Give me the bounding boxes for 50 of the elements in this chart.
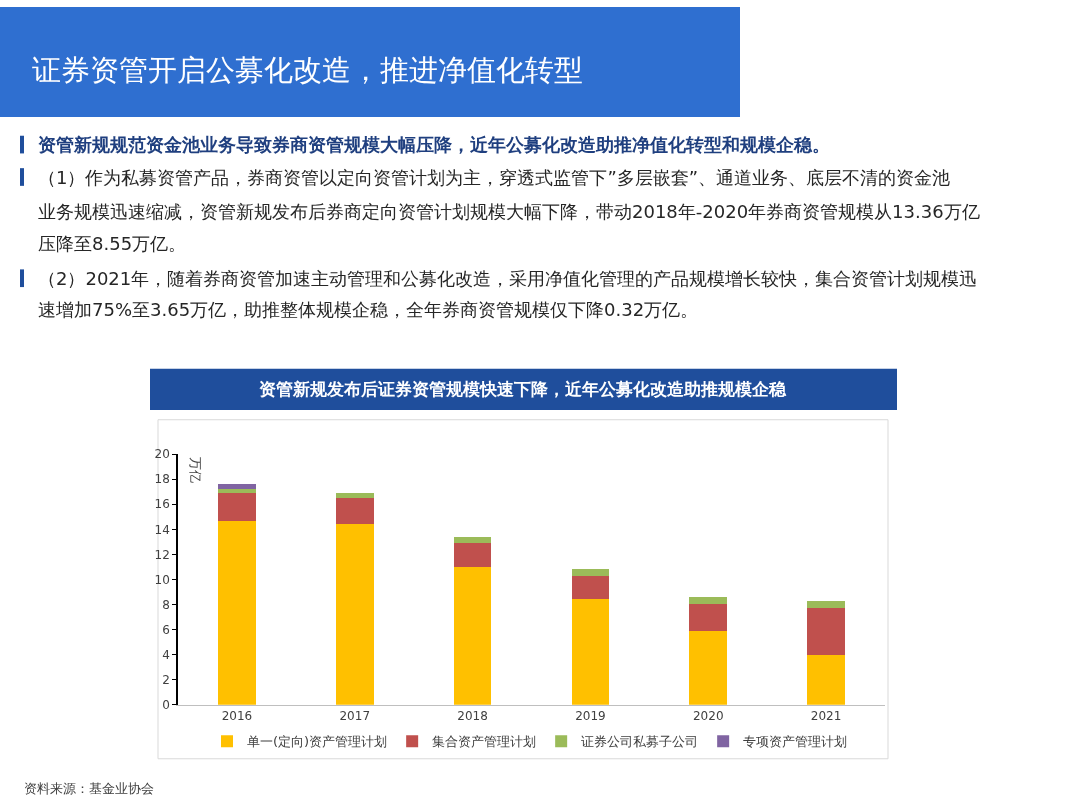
y-tick-label: 2 [162, 672, 170, 687]
text: 速增加75%至3.65万亿，助推整体规模企稳，全年券商资管规模仅下降0.32万亿。 [38, 299, 699, 320]
bar [453, 543, 492, 567]
y-axis-title: 万亿 [187, 456, 203, 483]
chart-title: 证券资管开启公募化改造，推进净值化转型 [32, 53, 583, 87]
bar [807, 608, 845, 655]
bar [218, 520, 256, 705]
x-tick-label: 2020 [692, 709, 724, 724]
text: 资料来源：基金业协会 [24, 781, 154, 796]
text: （2）2021年，随着券商资管加速主动管理和公募化改造，采用净值化管理的产品规模增长较快，集合资管计划规模迅 [38, 268, 978, 289]
x-tick-label: 2019 [575, 709, 606, 724]
bar [689, 604, 728, 631]
bar [571, 569, 610, 576]
x-tick-label: 2017 [339, 709, 371, 724]
bar [689, 596, 728, 605]
y-tick-label: 4 [162, 647, 170, 662]
bar [807, 600, 845, 609]
y-tick-label: 0 [162, 697, 170, 712]
legend-label: 集合资产管理计划 [432, 734, 537, 750]
bar [335, 524, 374, 705]
legend-label: 单一(定向)资产管理计划 [247, 734, 388, 750]
bar [571, 599, 610, 705]
text: 资管新规规范资金池业务导致券商资管规模大幅压降，近年公募化改造助推净值化转型和规模企稳。 [38, 134, 830, 155]
x-tick-label: 2018 [457, 709, 488, 724]
bar [453, 566, 492, 705]
bar [453, 536, 492, 544]
text: 业务规模迅速缩减，资管新规发布后券商定向资管计划规模大幅下降，带动2018年-2020年券商资管规模从13.36万亿 [38, 201, 980, 222]
x-tick-label: 2016 [221, 709, 253, 724]
bar [335, 492, 374, 498]
y-tick-label: 8 [162, 597, 170, 612]
bar [571, 575, 610, 600]
y-tick-label: 16 [154, 497, 170, 512]
y-tick-label: 14 [154, 522, 170, 537]
chart-subtitle: 资管新规发布后证券资管规模快速下降，近年公募化改造助推规模企稳 [259, 379, 787, 399]
y-tick-label: 12 [154, 547, 170, 562]
bar [335, 497, 374, 525]
y-tick-label: 6 [162, 622, 170, 637]
text: （1）作为私募资管产品，券商资管以定向资管计划为主，穿透式监管下”多层嵌套”、通道业务、底层不清的资金池 [38, 167, 951, 188]
bar [689, 630, 728, 705]
text: 压降至8.55万亿。 [38, 233, 187, 254]
bar [218, 484, 256, 490]
y-tick-label: 20 [154, 447, 170, 462]
bar [807, 654, 845, 705]
y-tick-label: 10 [154, 572, 170, 587]
y-tick-label: 18 [154, 472, 170, 487]
x-tick-label: 2021 [810, 709, 842, 724]
bar [218, 492, 256, 521]
legend-label: 专项资产管理计划 [743, 734, 848, 750]
legend-label: 证券公司私募子公司 [581, 734, 699, 750]
bar [218, 489, 256, 493]
